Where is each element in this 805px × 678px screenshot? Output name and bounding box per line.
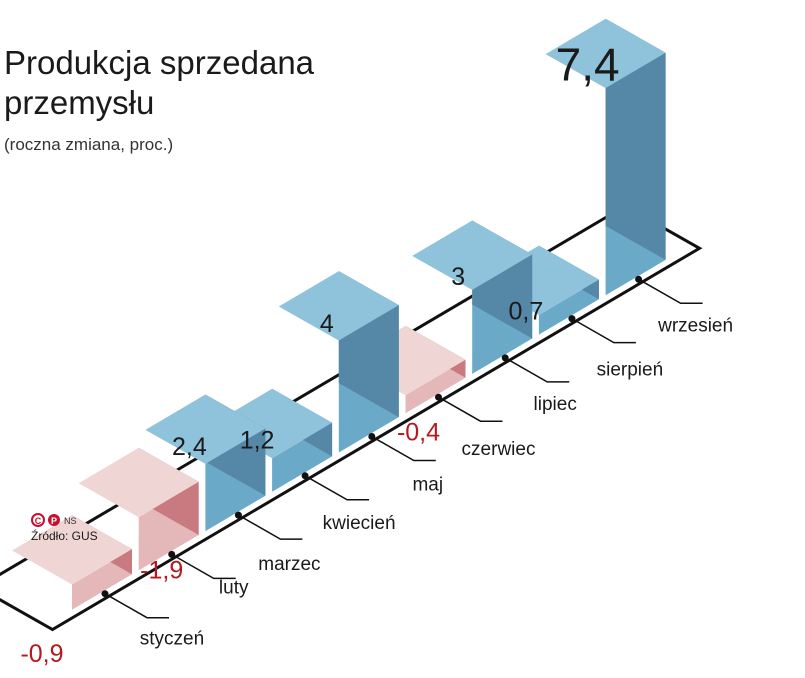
value-label: -0,9 (20, 640, 63, 668)
bar-front-face (538, 279, 599, 335)
bar-1 (78, 447, 199, 571)
source-label: Źródło: GUS (31, 528, 98, 543)
bar-front-face (405, 359, 466, 414)
value-label: 7,4 (556, 38, 620, 90)
bar-6 (412, 220, 533, 374)
category-label: sierpień (597, 360, 664, 381)
value-label: 4 (320, 310, 334, 338)
svg-text:C: C (35, 516, 42, 526)
chart-title-line-1: Produkcja sprzedana (4, 44, 315, 81)
credit-label: NS (64, 516, 77, 526)
value-label: 0,7 (509, 297, 544, 325)
value-label: -0,4 (397, 419, 440, 447)
leader-line (304, 475, 370, 501)
bars-layer (12, 18, 666, 610)
category-label: maj (412, 475, 443, 496)
bar-top-face (12, 515, 132, 585)
leader-line (104, 593, 169, 619)
category-label: czerwiec (462, 439, 536, 460)
leader-line (638, 278, 703, 305)
labels-layer: styczeń -0,9 luty -1,9 marzec 2,4 kwiecień 1,2 m… (20, 38, 733, 668)
category-label: kwiecień (323, 513, 396, 534)
chart-title-line-2: przemysłu (4, 84, 154, 121)
bar-top-face (145, 394, 266, 464)
category-label: luty (219, 577, 249, 598)
svg-text:P: P (51, 516, 57, 526)
bar-2 (145, 394, 266, 532)
bar-top-face (545, 18, 666, 89)
bar-top-face (278, 271, 399, 341)
leaders-layer (101, 275, 703, 619)
copyright-icon: C (31, 513, 45, 527)
chart-subtitle: (roczna zmiana, proc.) (4, 135, 173, 154)
bar-top-face (78, 447, 199, 518)
phonogram-icon: P (48, 514, 60, 526)
category-label: lipiec (534, 394, 577, 415)
category-label: wrzesień (657, 315, 733, 336)
bar-top-face (412, 220, 533, 290)
leader-line (238, 514, 303, 540)
value-label: 3 (451, 263, 465, 291)
category-label: marzec (258, 554, 320, 575)
leader-line (504, 357, 570, 383)
bar-8 (545, 18, 666, 296)
value-label: 1,2 (240, 427, 275, 455)
leader-line (171, 553, 236, 580)
bar-4 (278, 271, 399, 453)
value-label: -1,9 (140, 557, 183, 585)
leader-line (371, 435, 436, 462)
value-label: 2,4 (172, 433, 207, 461)
bar-0 (12, 515, 132, 610)
category-label: styczeń (140, 629, 204, 650)
leader-line (571, 317, 636, 344)
leader-line (438, 396, 503, 422)
